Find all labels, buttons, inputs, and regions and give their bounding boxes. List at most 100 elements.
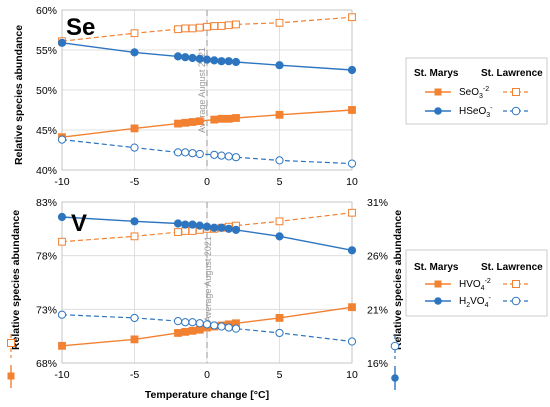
se-series-point [181,148,190,157]
v-y-tick-label-right: 21% [367,304,388,316]
v-x-tick-label: 10 [346,369,358,381]
se-series-point [231,153,241,162]
se-series-point [347,159,357,168]
se-series-point [188,149,197,158]
v-y-tick-labels-right: 16% 21% 26% 31% [367,197,388,370]
se-series-point [188,118,197,126]
se-series-point [275,61,284,70]
v-series-point [348,303,356,312]
se-series-group [57,13,357,168]
v-series-point [181,220,190,229]
se-series-point [195,23,204,32]
se-series-line-0 [61,109,353,138]
v-series-point [347,337,357,346]
v-y-tick-label: 83% [36,197,57,209]
se-series-point [217,114,226,123]
v-right-axis-key [390,335,400,390]
se-series-point [224,57,233,66]
v-series-point [130,313,139,323]
v-legend: St. Marys St. Lawrence HVO4-2 H2VO4- [405,249,548,317]
se-y-tick-label: 40% [36,165,57,177]
se-x-tick-label: 5 [277,176,283,188]
se-series-point [231,57,241,67]
v-series-point [202,320,212,329]
se-series-point [217,151,226,160]
v-y-tick-labels-left: 68% 73% 78% 83% [36,197,57,370]
v-legend-marker-blue-open [511,296,521,306]
se-series-point [203,22,211,31]
v-right-key-blue-open [390,341,400,351]
v-y-axis-label-left: Relative species abundance [10,210,22,350]
v-series-point [202,222,212,231]
v-series-point [195,319,204,328]
se-series-point [224,152,233,161]
se-series-point [181,53,190,62]
v-series-point [130,217,139,226]
v-y-tick-label-right: 31% [367,197,388,209]
v-legend-marker-orange-filled [434,280,442,288]
v-series-point [217,223,226,232]
se-series-point [181,118,190,127]
se-series-point [275,156,284,165]
se-x-tick-label: -5 [130,176,139,188]
v-series-point [130,335,139,344]
se-y-tick-label: 55% [36,45,57,57]
v-left-key-orange-filled [7,372,15,380]
v-series-point [231,324,241,333]
se-series-line-3 [61,139,353,165]
v-series-point [210,321,219,330]
v-series-point [224,224,233,233]
v-legend-box [405,249,548,317]
v-x-tick-label: -5 [130,369,139,381]
se-x-tick-label: -10 [54,176,69,188]
v-series-point [174,228,182,236]
se-y-tick-labels: 40% 45% 50% 55% 60% [36,5,57,177]
v-series-point [58,341,66,350]
se-legend-hseo3-label: HSeO3- [459,105,493,119]
v-y-tick-label: 78% [36,251,57,263]
se-series-point [174,119,182,128]
se-series-point [130,143,139,152]
v-x-tick-label: -10 [54,369,69,381]
se-series-point [130,29,139,38]
se-series-point [173,148,183,157]
v-series-point [231,225,241,235]
v-series-point [174,329,182,337]
v-x-tick-label: 5 [277,369,283,381]
se-y-tick-label: 45% [36,125,57,137]
se-series-point [210,115,219,124]
v-y-axis-label-right: Relative species abundance [392,210,404,350]
v-legend-marker-blue-filled [434,297,442,305]
se-series-point [174,25,182,34]
se-series-point [57,135,67,144]
se-series-point [217,57,226,66]
v-series-point [173,317,183,326]
v-legend-h2vo4-label: H2VO4- [459,295,492,309]
se-legend-header-right: St. Lawrence [481,68,543,79]
v-legend-hvo4-label: HVO4-2 [459,278,491,292]
se-series-point [195,149,204,159]
v-chart-title: V [71,210,87,237]
v-series-group [57,208,357,350]
se-series-point [224,114,233,123]
se-series-point [188,53,197,63]
v-series-point [57,212,67,222]
v-right-key-blue-filled [391,374,399,382]
se-y-tick-label: 60% [36,5,57,17]
v-series-point [347,246,357,255]
se-series-point [232,20,240,29]
v-series-point [181,318,190,327]
se-series-point [348,106,356,114]
se-x-tick-label: 0 [204,176,210,188]
v-series-point [57,310,67,319]
v-y-tick-label: 73% [36,304,57,316]
se-series-point [130,48,139,57]
v-legend-marker-orange-open [512,280,520,288]
v-y-tick-label-right: 26% [367,251,388,263]
v-series-point [181,327,190,336]
v-series-point [275,314,284,322]
v-series-point [173,219,183,228]
v-series-point [275,328,284,338]
v-y-tick-label: 68% [36,358,57,370]
